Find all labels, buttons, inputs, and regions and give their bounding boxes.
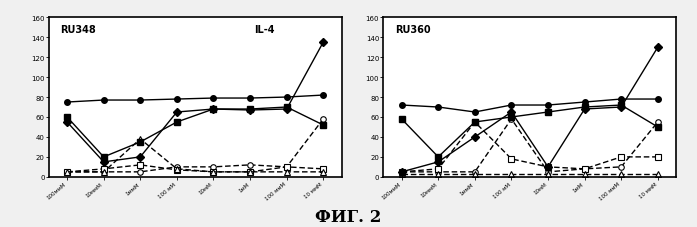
Text: ФИГ. 2: ФИГ. 2: [315, 208, 382, 225]
Text: IL-4: IL-4: [254, 25, 274, 35]
Text: RU348: RU348: [61, 25, 96, 35]
Text: RU360: RU360: [395, 25, 431, 35]
